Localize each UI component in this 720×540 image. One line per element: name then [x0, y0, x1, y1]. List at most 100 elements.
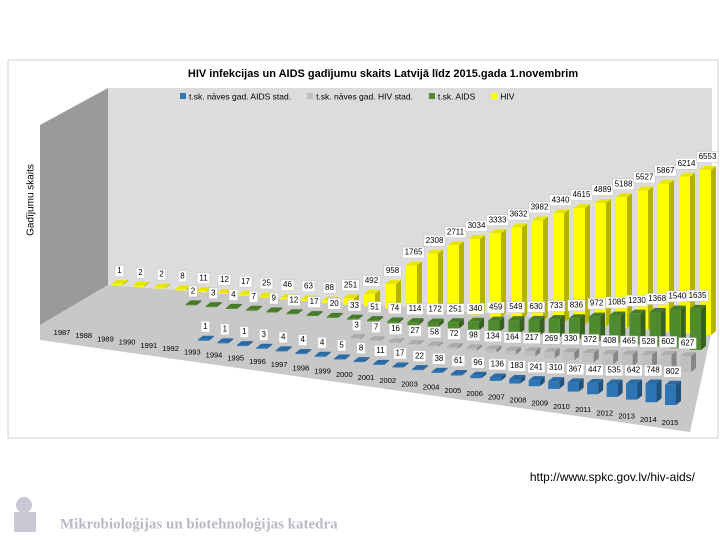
bar-front — [616, 197, 627, 328]
bar-side — [228, 338, 234, 344]
data-label-bg — [444, 226, 467, 239]
bar-top — [468, 317, 485, 322]
bar — [665, 380, 681, 405]
data-label: 74 — [390, 303, 399, 312]
bar-side — [711, 166, 716, 335]
data-label: 1 — [203, 322, 208, 331]
data-label-bg — [337, 339, 347, 352]
data-label: 241 — [530, 362, 544, 371]
bar-front — [489, 377, 501, 381]
data-label: 27 — [411, 326, 420, 335]
bar-front — [306, 315, 318, 317]
bar-front — [385, 284, 396, 309]
bar-side — [345, 354, 351, 360]
bar-top — [645, 379, 662, 384]
bar-side — [598, 379, 604, 395]
data-label-bg — [412, 350, 427, 362]
data-label: 4 — [300, 335, 305, 344]
data-label-bg — [408, 325, 422, 337]
bar-front — [528, 319, 540, 336]
data-label: 3034 — [468, 221, 486, 230]
data-label: 3632 — [510, 210, 528, 219]
bar-top — [524, 347, 541, 352]
data-label-bg — [341, 279, 360, 292]
data-label-bg — [567, 299, 586, 311]
bar — [470, 371, 487, 379]
bar — [621, 350, 638, 367]
bar-front — [225, 307, 237, 309]
chart-title: HIV infekcijas un AIDS gadījumu skaits L… — [188, 68, 578, 80]
data-label-bg — [528, 201, 551, 214]
bar-front — [567, 382, 579, 392]
data-label: 3 — [354, 320, 359, 329]
bar-front — [185, 304, 197, 306]
bar — [388, 338, 405, 344]
bar-front — [645, 383, 657, 403]
data-label-bg — [620, 335, 639, 348]
x-tick-label: 2002 — [379, 376, 396, 385]
bar — [548, 315, 565, 338]
bar-side — [522, 223, 527, 319]
bar-top — [407, 318, 424, 323]
bar — [431, 367, 448, 373]
data-label: 11 — [199, 273, 208, 282]
data-label: 22 — [415, 351, 424, 360]
bar-front — [511, 227, 522, 319]
data-label-bg — [280, 279, 295, 291]
bar-front — [543, 351, 555, 359]
bar-side — [543, 216, 548, 321]
bar-top — [548, 315, 565, 320]
data-label-bg — [200, 320, 210, 333]
data-label-bg — [208, 287, 218, 299]
data-label-bg — [600, 335, 619, 347]
x-tick-label: 1994 — [206, 350, 223, 359]
data-label: 11 — [376, 346, 385, 355]
bar-front — [609, 315, 621, 343]
data-label-bg — [507, 360, 526, 372]
bar — [367, 316, 384, 322]
data-label: 12 — [220, 275, 229, 284]
bar-top — [326, 312, 343, 317]
bar-front — [236, 345, 248, 347]
data-label-bg — [447, 328, 461, 340]
bar-front — [301, 299, 312, 302]
data-label: 330 — [564, 334, 578, 343]
bar-side — [671, 350, 677, 371]
data-label-bg — [367, 301, 382, 313]
data-label: 447 — [588, 365, 602, 374]
data-label: 1 — [242, 327, 247, 336]
bar-front — [626, 383, 638, 400]
x-tick-label: 2013 — [618, 412, 635, 421]
data-label: 4 — [320, 338, 325, 347]
bar-side — [417, 261, 422, 310]
bar-top — [660, 350, 677, 355]
bar — [450, 369, 467, 376]
bar — [448, 241, 464, 314]
data-label: 217 — [525, 333, 539, 342]
data-label: 340 — [469, 304, 483, 313]
bar-side — [539, 376, 545, 387]
x-tick-label: 2012 — [597, 408, 614, 417]
data-label: 12 — [289, 295, 298, 304]
bar-top — [504, 346, 521, 351]
bar-top — [469, 234, 485, 239]
bar-front — [259, 296, 270, 298]
bar-front — [407, 344, 419, 345]
bar-top — [587, 379, 604, 384]
bar-side — [496, 345, 502, 353]
data-label-bg — [527, 361, 546, 373]
bar-side — [360, 334, 366, 340]
data-label-bg — [678, 337, 697, 349]
bar-front — [665, 384, 676, 405]
bar — [407, 318, 424, 325]
bar-top — [488, 316, 505, 321]
bar-top — [528, 376, 545, 381]
bar-top — [112, 280, 128, 284]
bar — [346, 314, 363, 320]
bar — [205, 302, 222, 308]
bar — [616, 193, 632, 328]
bar-front — [407, 322, 419, 325]
bar-front — [426, 345, 438, 347]
bar-front — [133, 285, 144, 287]
